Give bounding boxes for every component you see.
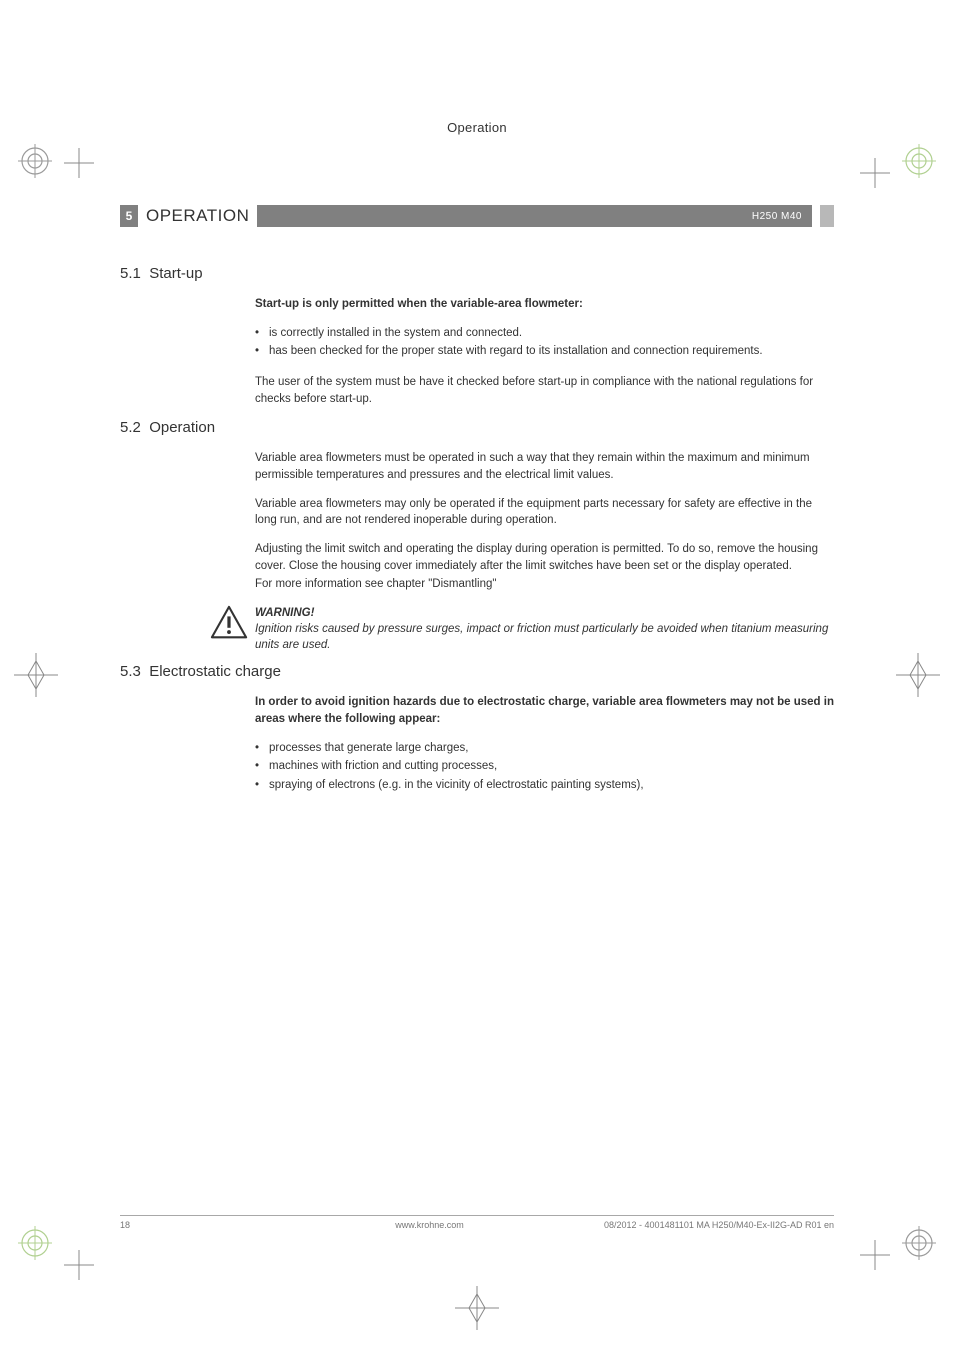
section-5-2-body: Variable area flowmeters must be operate… (255, 450, 834, 593)
warning-icon (210, 605, 248, 644)
section-bar-gap (812, 205, 820, 227)
warning-label: WARNING! (255, 605, 834, 621)
section-header-bar: 5 OPERATION H250 M40 (120, 205, 834, 227)
section-number-box: 5 (120, 205, 138, 227)
heading-text: Operation (149, 419, 215, 436)
heading-text: Start-up (149, 265, 202, 282)
warning-block: WARNING! Ignition risks caused by pressu… (120, 605, 834, 653)
paragraph: The user of the system must be have it c… (255, 374, 834, 407)
registration-mark-icon (18, 1226, 52, 1260)
list-item: processes that generate large charges, (255, 740, 834, 757)
paragraph: For more information see chapter "Disman… (255, 576, 834, 593)
list-item: spraying of electrons (e.g. in the vicin… (255, 777, 834, 794)
paragraph: Variable area flowmeters may only be ope… (255, 496, 834, 529)
hairline-mark-icon (860, 158, 890, 188)
page-content: Operation 5 OPERATION H250 M40 5.1 Start… (120, 120, 834, 1230)
section-5-3-body: In order to avoid ignition hazards due t… (255, 694, 834, 793)
list-item: machines with friction and cutting proce… (255, 758, 834, 775)
hairline-mark-icon (64, 1250, 94, 1280)
warning-text: WARNING! Ignition risks caused by pressu… (255, 605, 834, 653)
section-bar-fill (257, 205, 741, 227)
registration-mark-icon (18, 144, 52, 178)
heading-5-1: 5.1 Start-up (120, 265, 834, 282)
page-footer: 18 www.krohne.com 08/2012 - 4001481101 M… (120, 1215, 834, 1230)
heading-num: 5.1 (120, 265, 141, 282)
paragraph: Adjusting the limit switch and operating… (255, 541, 834, 574)
bullet-list: processes that generate large charges, m… (255, 740, 834, 794)
warning-body: Ignition risks caused by pressure surges… (255, 621, 834, 653)
heading-text: Electrostatic charge (149, 663, 281, 680)
lead-text: Start-up is only permitted when the vari… (255, 296, 834, 313)
paragraph: Variable area flowmeters must be operate… (255, 450, 834, 483)
crop-mark-icon (14, 653, 58, 697)
registration-mark-icon (902, 1226, 936, 1260)
crop-mark-icon (455, 1286, 499, 1330)
list-item: has been checked for the proper state wi… (255, 343, 834, 360)
section-5-1-body: Start-up is only permitted when the vari… (255, 296, 834, 407)
crop-mark-icon (896, 653, 940, 697)
section-bar-endcap (820, 205, 834, 227)
hairline-mark-icon (64, 148, 94, 178)
registration-mark-icon (902, 144, 936, 178)
heading-num: 5.2 (120, 419, 141, 436)
bullet-list: is correctly installed in the system and… (255, 325, 834, 360)
lead-text: In order to avoid ignition hazards due t… (255, 694, 834, 727)
hairline-mark-icon (860, 1240, 890, 1270)
heading-5-3: 5.3 Electrostatic charge (120, 663, 834, 680)
running-head: Operation (120, 120, 834, 135)
heading-5-2: 5.2 Operation (120, 419, 834, 436)
footer-docref: 08/2012 - 4001481101 MA H250/M40-Ex-II2G… (604, 1220, 834, 1230)
section-title: OPERATION (138, 205, 257, 227)
footer-site: www.krohne.com (255, 1220, 604, 1230)
heading-num: 5.3 (120, 663, 141, 680)
page-number: 18 (120, 1220, 255, 1230)
product-label: H250 M40 (742, 205, 812, 227)
list-item: is correctly installed in the system and… (255, 325, 834, 342)
